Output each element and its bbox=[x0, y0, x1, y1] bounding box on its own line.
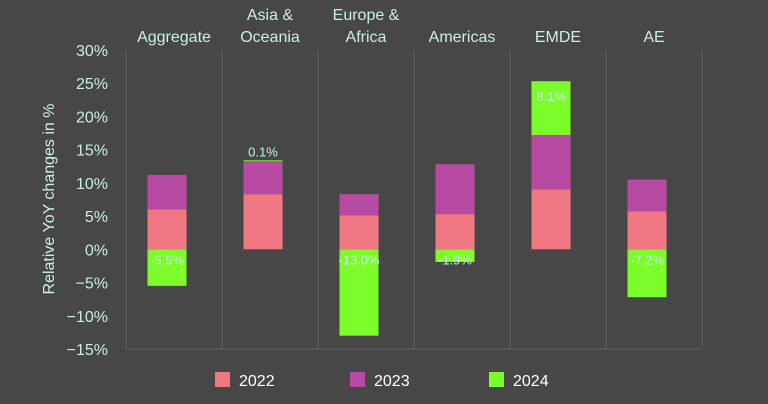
bar-2023-1 bbox=[243, 160, 283, 195]
y-tick-label: 30% bbox=[76, 43, 108, 60]
legend-swatch-2024 bbox=[489, 372, 504, 387]
y-axis-label: Relative YoY changes in % bbox=[41, 104, 58, 295]
bar-2022-4 bbox=[531, 189, 571, 250]
bar-2022-1 bbox=[243, 194, 283, 250]
category-label: Africa bbox=[346, 29, 387, 46]
category-label: Oceania bbox=[240, 29, 300, 46]
y-tick-label: 5% bbox=[85, 209, 108, 226]
bar-2022-5 bbox=[627, 211, 667, 250]
bar-2024-3 bbox=[435, 249, 475, 262]
bar-2024-1 bbox=[243, 160, 283, 162]
data-label: -5.5% bbox=[150, 252, 184, 267]
category-label: Europe & bbox=[333, 7, 400, 24]
legend-label-2023: 2023 bbox=[374, 373, 410, 390]
y-tick-label: −5% bbox=[76, 276, 108, 293]
bar-2024-2 bbox=[339, 249, 379, 336]
bar-2023-3 bbox=[435, 164, 475, 215]
bar-2024-5 bbox=[627, 249, 667, 298]
data-label: 8.1% bbox=[536, 89, 566, 104]
legend-label-2024: 2024 bbox=[513, 373, 549, 390]
bar-2022-2 bbox=[339, 215, 379, 250]
legend-swatch-2023 bbox=[350, 372, 365, 387]
bar-2023-2 bbox=[339, 194, 379, 216]
category-label: Asia & bbox=[247, 7, 294, 24]
y-tick-label: 10% bbox=[76, 176, 108, 193]
bar-2023-5 bbox=[627, 179, 667, 212]
category-label: Americas bbox=[429, 29, 496, 46]
bar-2024-4 bbox=[531, 81, 571, 136]
bar-2023-0 bbox=[147, 174, 187, 210]
y-tick-label: −15% bbox=[67, 342, 108, 359]
bar-2024-0 bbox=[147, 249, 187, 286]
category-label: Aggregate bbox=[137, 29, 211, 46]
category-label: AE bbox=[643, 29, 664, 46]
y-tick-label: 15% bbox=[76, 143, 108, 160]
data-label: -7.2% bbox=[630, 252, 664, 267]
y-tick-label: 0% bbox=[85, 242, 108, 259]
y-tick-label: 20% bbox=[76, 109, 108, 126]
data-label: -13.0% bbox=[338, 252, 380, 267]
bar-2022-3 bbox=[435, 214, 475, 250]
legend-label-2022: 2022 bbox=[239, 373, 275, 390]
category-label: EMDE bbox=[535, 29, 581, 46]
bar-2023-4 bbox=[531, 135, 571, 190]
bar-2022-0 bbox=[147, 209, 187, 250]
legend-swatch-2022 bbox=[215, 372, 230, 387]
data-label: -1.9% bbox=[438, 252, 472, 267]
y-tick-label: 25% bbox=[76, 76, 108, 93]
y-tick-label: −10% bbox=[67, 309, 108, 326]
data-label: 0.1% bbox=[248, 144, 278, 159]
